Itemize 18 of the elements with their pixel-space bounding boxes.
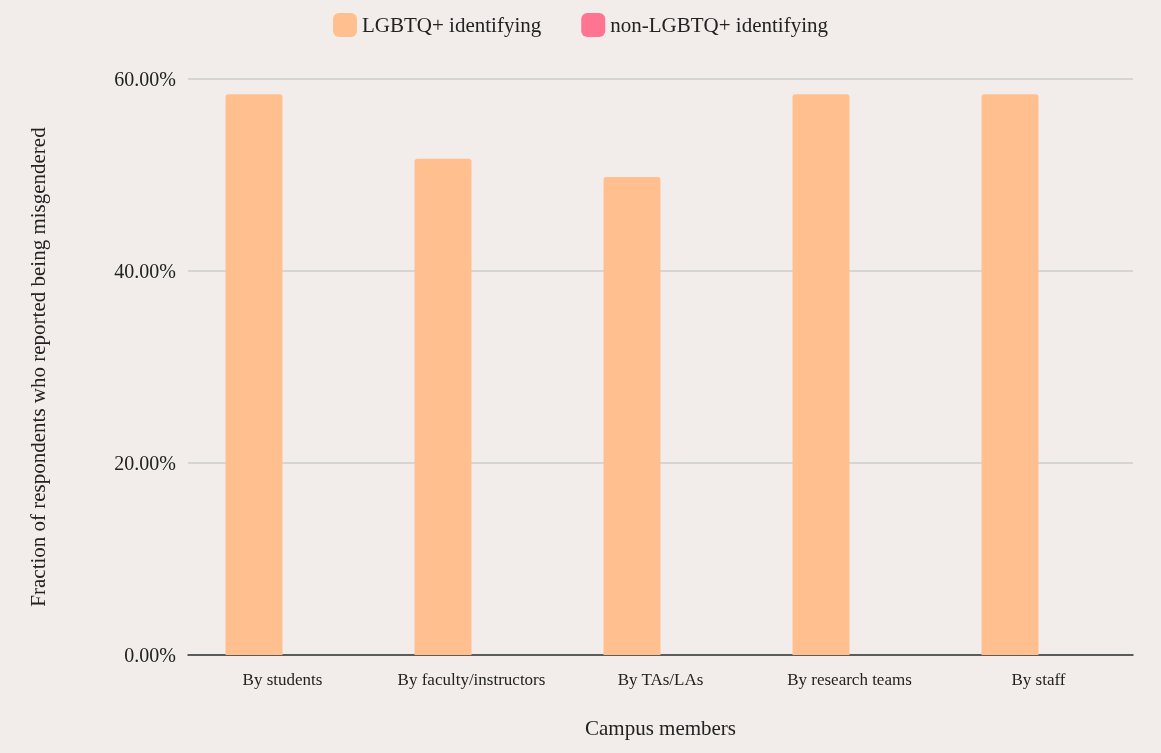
- x-axis-title: Campus members: [584, 715, 737, 740]
- y-tick-label: 0.00%: [124, 644, 176, 666]
- y-tick-label: 60.00%: [114, 68, 176, 90]
- bar: [225, 94, 283, 655]
- x-tick-label: By faculty/instructors: [397, 670, 546, 689]
- bar: [603, 176, 661, 655]
- bar: [792, 94, 850, 655]
- bar: [981, 94, 1039, 655]
- bar: [414, 158, 472, 655]
- x-tick-label: By TAs/LAs: [617, 670, 704, 689]
- y-tick-label: 20.00%: [114, 452, 176, 474]
- legend-label: LGBTQ+ identifying: [362, 13, 542, 37]
- x-tick-label: By research teams: [787, 670, 912, 689]
- y-tick-label: 40.00%: [114, 260, 176, 282]
- x-tick-label: By staff: [1011, 670, 1066, 689]
- x-tick-label: By students: [242, 670, 323, 689]
- legend-label: non-LGBTQ+ identifying: [610, 13, 829, 37]
- y-axis-title: Fraction of respondents who reported being misgendered: [25, 126, 50, 607]
